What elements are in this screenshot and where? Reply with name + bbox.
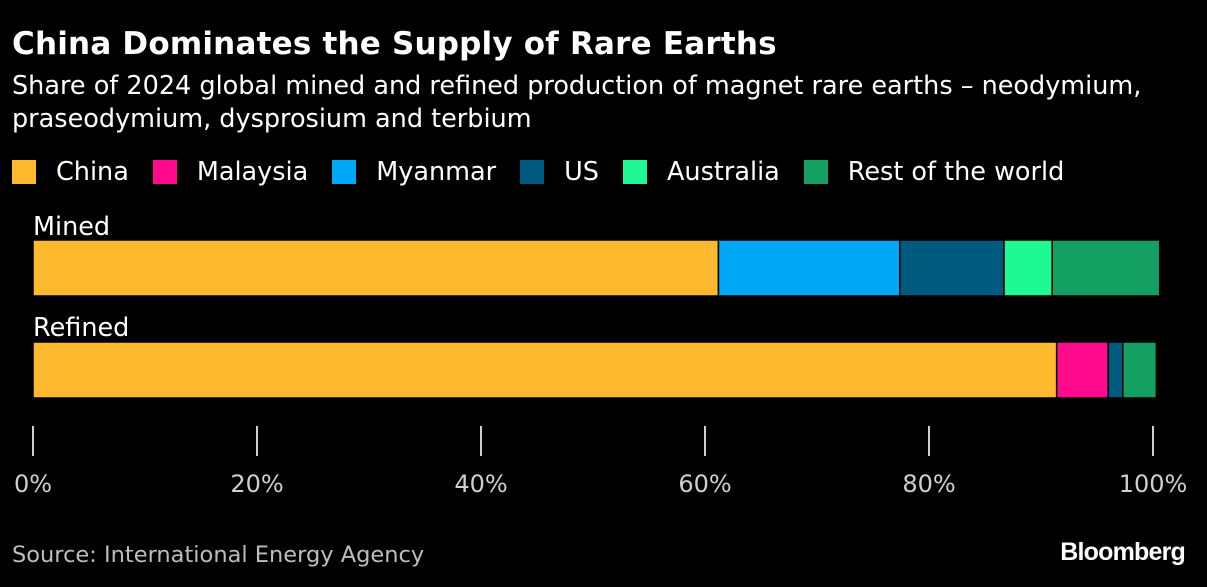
bar-refined-china [32,341,1058,399]
legend-swatch-myanmar [332,160,357,184]
legend-item-china: China [12,152,129,192]
bar-refined-us [1107,341,1124,399]
bar-refined-malaysia [1055,341,1109,399]
legend-swatch-china [12,160,36,184]
legend-item-myanmar: Myanmar [332,152,496,192]
legend-label-rest-of-the-world: Rest of the world [847,157,1065,187]
bar-mined-china [32,239,720,297]
legend-swatch-malaysia [152,160,177,184]
bar-mined-myanmar [717,239,901,297]
category-label-mined: Mined [33,212,110,242]
bar-mined-australia [1003,239,1053,297]
chart-legend: China Malaysia Myanmar US Australia Rest of t… [12,152,1088,192]
x-tick-label: 40% [454,470,507,498]
x-tick-label: 60% [678,470,731,498]
legend-item-malaysia: Malaysia [152,152,309,192]
x-tick-label: 100% [1119,470,1188,498]
legend-label-us: US [564,157,599,187]
bar-mined-us [899,239,1005,297]
x-tick-label: 0% [14,470,52,498]
legend-label-malaysia: Malaysia [196,157,309,187]
legend-item-us: US [520,152,599,192]
source-note: Source: International Energy Agency [12,542,425,568]
legend-label-china: China [56,157,129,187]
legend-swatch-rest-of-the-world [803,160,828,184]
chart-subtitle: Share of 2024 global mined and refined p… [12,71,1142,134]
legend-label-myanmar: Myanmar [376,157,497,187]
x-tick-label: 80% [902,470,955,498]
legend-swatch-us [520,160,545,184]
chart-title: China Dominates the Supply of Rare Earth… [12,26,777,62]
category-label-refined: Refined [33,313,129,343]
legend-item-rest-of-the-world: Rest of the world [803,152,1065,192]
legend-label-australia: Australia [666,157,780,187]
legend-item-australia: Australia [622,152,780,192]
bar-mined-rest-of-the-world [1051,239,1161,297]
brand-logo: Bloomberg [1060,538,1186,566]
x-tick-label: 20% [230,470,283,498]
legend-swatch-australia [622,160,647,184]
bar-refined-rest-of-the-world [1122,341,1158,399]
